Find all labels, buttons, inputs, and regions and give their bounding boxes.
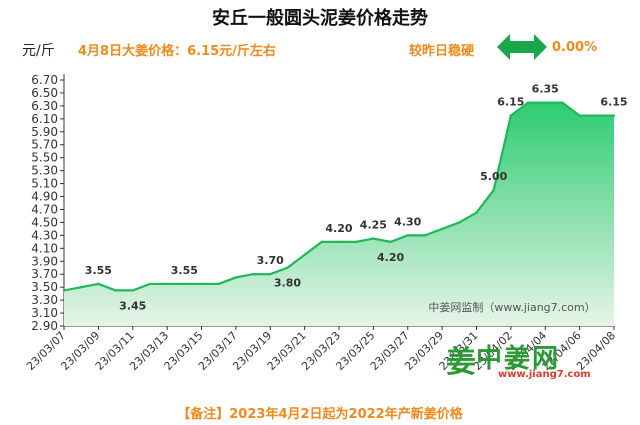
data-label: 6.15 <box>497 96 524 109</box>
data-point <box>595 114 599 117</box>
data-point <box>440 227 444 231</box>
data-label: 4.20 <box>377 251 404 264</box>
y-tick-label: 6.70 <box>31 73 58 87</box>
data-point <box>200 282 203 286</box>
unit-label: 元/斤 <box>22 43 55 59</box>
y-tick-label: 4.30 <box>31 228 58 242</box>
data-point <box>303 253 306 256</box>
data-point <box>114 289 117 292</box>
data-point <box>131 289 134 292</box>
logo-url: www.jiang7.com <box>498 369 591 380</box>
y-tick-label: 5.90 <box>31 125 58 139</box>
data-point <box>337 240 341 244</box>
logo-name: 中姜网 <box>476 344 561 374</box>
y-tick-label: 3.10 <box>31 306 58 320</box>
data-point <box>406 234 409 237</box>
data-label: 5.00 <box>480 170 507 183</box>
data-point <box>526 101 530 104</box>
data-label: 3.45 <box>119 299 146 312</box>
change-value: 0.00% <box>552 40 598 55</box>
data-point <box>320 240 324 244</box>
data-point <box>165 282 169 286</box>
y-tick-label: 6.50 <box>31 86 58 100</box>
logo-mark: 姜 <box>446 345 476 380</box>
double-arrow-icon <box>497 34 547 60</box>
y-tick-label: 5.30 <box>31 164 58 178</box>
y-tick-label: 3.30 <box>31 293 58 307</box>
y-tick-label: 6.30 <box>31 99 58 113</box>
y-tick-label: 4.50 <box>31 215 58 229</box>
data-point <box>97 282 100 286</box>
y-tick-label: 3.70 <box>31 267 58 281</box>
data-point <box>234 276 238 279</box>
watermark-text: 中姜网监制（www.jiang7.com） <box>428 300 595 314</box>
data-label: 3.55 <box>85 264 112 277</box>
data-point <box>217 282 220 286</box>
y-tick-label: 2.90 <box>31 319 58 333</box>
data-label: 4.25 <box>360 219 387 232</box>
data-point <box>492 188 495 192</box>
footer-note: 【备注】2023年4月2日起为2022年产新姜价格 <box>177 407 463 422</box>
data-point <box>62 289 66 292</box>
data-point <box>561 101 564 104</box>
y-tick-label: 5.70 <box>31 138 58 152</box>
data-point <box>286 266 289 269</box>
data-label: 4.20 <box>325 222 352 235</box>
data-point <box>458 221 461 224</box>
data-point <box>475 211 478 214</box>
y-tick-label: 3.90 <box>31 254 58 268</box>
data-point <box>509 114 513 117</box>
data-point <box>423 234 427 237</box>
y-tick-label: 3.50 <box>31 280 58 294</box>
data-label: 4.30 <box>394 215 421 228</box>
price-area <box>64 102 614 326</box>
y-tick-label: 5.10 <box>31 177 58 191</box>
data-point <box>251 273 255 276</box>
change-label: 较昨日稳硬 <box>409 44 475 59</box>
data-point <box>372 237 375 240</box>
data-label: 3.80 <box>274 277 301 290</box>
y-tick-label: 4.90 <box>31 190 58 204</box>
price-info: 4月8日大姜价格：6.15元/斤左右 <box>78 44 276 59</box>
data-label: 6.15 <box>600 96 627 109</box>
y-tick-label: 4.10 <box>31 241 58 255</box>
y-tick-label: 5.50 <box>31 151 58 165</box>
data-label: 6.35 <box>532 83 559 96</box>
data-point <box>354 240 358 244</box>
chart-title: 安丘一般圆头泥姜价格走势 <box>212 8 428 29</box>
data-point <box>148 282 152 286</box>
data-point <box>544 101 547 104</box>
data-point <box>612 114 616 117</box>
data-label: 3.70 <box>257 254 284 267</box>
data-point <box>183 282 186 286</box>
y-tick-label: 4.70 <box>31 202 58 216</box>
data-label: 3.55 <box>171 264 198 277</box>
data-point <box>269 273 272 276</box>
data-point <box>389 240 392 244</box>
data-point <box>578 114 581 117</box>
data-point <box>79 285 83 289</box>
y-tick-label: 6.10 <box>31 112 58 126</box>
